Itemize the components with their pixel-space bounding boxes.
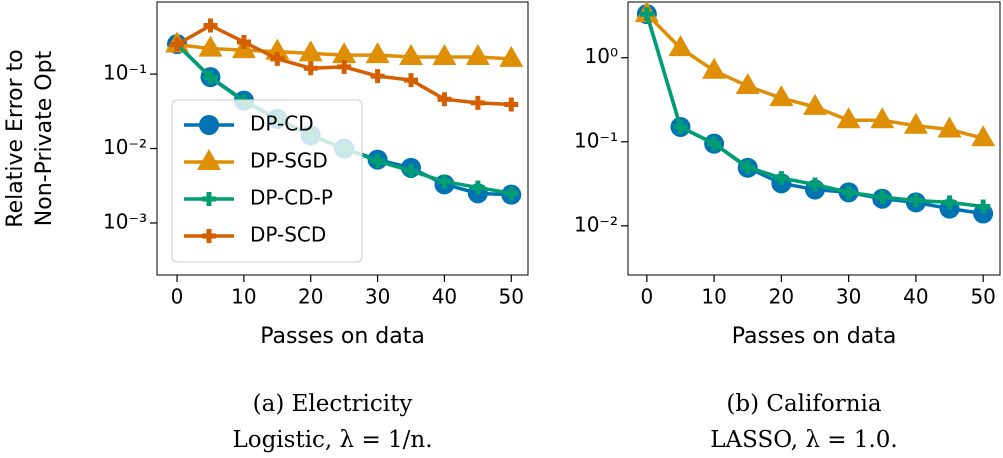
marker (332, 42, 357, 64)
x-tick-label: 30 (836, 285, 861, 309)
marker (202, 192, 216, 206)
marker (470, 95, 485, 110)
plot-frame (627, 1, 1001, 276)
legend-label: DP-SCD (250, 223, 326, 247)
marker (203, 18, 218, 33)
marker (841, 185, 856, 200)
marker (437, 174, 452, 189)
marker (197, 149, 221, 170)
legend-label: DP-CD (250, 112, 314, 136)
marker (202, 229, 216, 243)
y-tick-label: 10⁻² (103, 135, 147, 159)
legend-label: DP-CD-P (250, 186, 333, 210)
plot-frame (156, 1, 529, 276)
marker (399, 43, 424, 65)
marker (303, 61, 318, 76)
caption: LASSO, λ = 1.0. (710, 427, 897, 453)
x-tick-label: 50 (499, 285, 524, 309)
marker (499, 45, 524, 67)
caption: (a) Electricity (253, 391, 413, 417)
x-tick-label: 40 (903, 285, 928, 309)
marker (740, 160, 755, 175)
x-axis-label: Passes on data (260, 324, 425, 349)
marker (668, 35, 693, 57)
series-line (645, 12, 984, 140)
marker (199, 115, 219, 135)
marker (937, 116, 962, 138)
marker (639, 7, 654, 22)
x-tick-label: 0 (171, 285, 184, 309)
x-tick-label: 10 (701, 285, 726, 309)
marker (836, 107, 861, 129)
x-tick-label: 50 (970, 285, 995, 309)
x-tick-label: 40 (432, 285, 457, 309)
marker (203, 70, 218, 85)
marker (370, 69, 385, 84)
marker (370, 153, 385, 168)
caption: Logistic, λ = 1/n. (232, 427, 432, 453)
marker (803, 93, 828, 115)
marker (337, 59, 352, 74)
marker (470, 180, 485, 195)
y-tick-label: 10⁻³ (103, 209, 147, 233)
marker (870, 107, 895, 129)
marker (774, 171, 789, 186)
marker (404, 73, 419, 88)
y-tick-label: 10⁻¹ (574, 128, 618, 152)
legend-label: DP-SGD (250, 149, 328, 173)
x-tick-label: 30 (365, 285, 390, 309)
marker (808, 177, 823, 192)
y-tick-label: 10⁻¹ (103, 61, 147, 85)
marker (769, 85, 794, 107)
legend-box (171, 99, 363, 263)
marker (298, 40, 323, 62)
marker (437, 92, 452, 107)
marker (504, 186, 519, 201)
marker (404, 163, 419, 178)
marker (908, 193, 923, 208)
marker (903, 112, 928, 134)
marker (236, 34, 251, 49)
marker (735, 73, 760, 95)
x-tick-label: 0 (640, 285, 653, 309)
marker (198, 35, 223, 57)
y-axis-label: Relative Error to (3, 49, 28, 227)
marker (976, 199, 991, 214)
y-tick-label: 10⁻² (574, 212, 618, 236)
x-tick-label: 20 (769, 285, 794, 309)
marker (707, 136, 722, 151)
marker (702, 57, 727, 79)
marker (432, 43, 457, 65)
marker (971, 125, 996, 147)
marker (942, 195, 957, 210)
marker (365, 42, 390, 64)
marker (504, 97, 519, 112)
marker (673, 119, 688, 134)
x-tick-label: 20 (298, 285, 323, 309)
y-tick-label: 10⁰ (585, 44, 618, 68)
marker (465, 43, 490, 65)
caption: (b) California (726, 391, 882, 417)
marker (270, 51, 285, 66)
marker (170, 37, 185, 52)
y-axis-label: Non-Private Opt (32, 50, 57, 226)
x-tick-label: 10 (231, 285, 256, 309)
x-axis-label: Passes on data (732, 324, 897, 349)
marker (875, 190, 890, 205)
